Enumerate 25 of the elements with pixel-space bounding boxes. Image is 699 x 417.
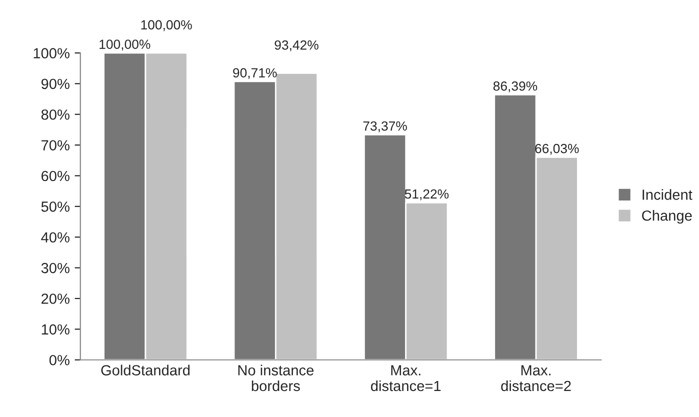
data-label: 90,71% (233, 68, 277, 80)
x-tick-label: Max. distance=1 (371, 365, 441, 392)
y-tick-label: 90% (41, 78, 70, 90)
y-tick-label: 0% (49, 354, 70, 366)
x-tick-label: No instance borders (238, 364, 314, 392)
data-label: 51,22% (404, 189, 449, 200)
data-label: 73,37% (363, 121, 407, 132)
y-tick-label: 40% (41, 232, 70, 243)
data-label: 86,39% (493, 81, 538, 92)
x-tick-label: GoldStandard (101, 364, 190, 376)
y-tick-label: 100% (34, 48, 70, 58)
y-tick-label: 50% (41, 202, 70, 212)
y-tick-label: 30% (41, 262, 70, 274)
y-tick-label: 10% (42, 324, 70, 335)
y-tick-label: 20% (42, 294, 70, 304)
x-tick-label: Max. distance=2 (501, 365, 571, 392)
data-label: 100,00% (100, 40, 150, 51)
data-label: 100,00% (141, 20, 192, 32)
data-label: 66,03% (535, 144, 579, 155)
legend-label: Incident (642, 189, 692, 200)
y-tick-label: 80% (41, 109, 70, 120)
y-tick-label: 60% (42, 170, 70, 182)
legend-label: Change (642, 210, 692, 224)
data-label: 93,42% (274, 40, 318, 52)
y-tick-label: 70% (42, 140, 70, 150)
